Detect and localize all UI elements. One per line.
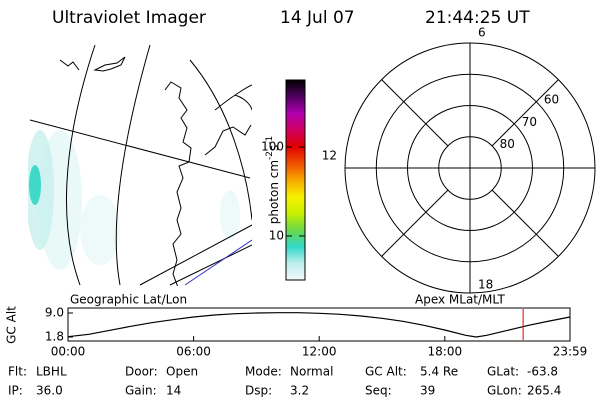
- field-value: 39: [420, 384, 435, 398]
- x-tick-label: 18:00: [428, 345, 463, 359]
- map-label: Geographic Lat/Lon: [70, 293, 187, 307]
- field-label: Seq:: [365, 384, 392, 398]
- field-label: Mode:: [245, 365, 282, 379]
- polar-label: Apex MLat/MLT: [415, 293, 505, 307]
- colorbar-tick-label: 100: [261, 139, 284, 153]
- field-label: Dsp:: [245, 384, 272, 398]
- colorbar-label: photon cm-2s-1: [265, 136, 281, 225]
- field-value: 3.2: [290, 384, 309, 398]
- y-tick-label: 1.8: [45, 330, 64, 344]
- field-value: -63.8: [527, 365, 558, 379]
- field-value: 265.4: [527, 384, 561, 398]
- label-sup: -2: [265, 151, 275, 160]
- title: Ultraviolet Imager: [52, 8, 206, 28]
- polar-ring-label: 70: [522, 115, 537, 129]
- label-sup: -1: [265, 136, 275, 145]
- x-tick-label: 23:59: [553, 345, 588, 359]
- polar-mlt-label: 12: [322, 149, 337, 163]
- x-tick-label: 12:00: [302, 345, 337, 359]
- field-label: GC Alt:: [365, 365, 407, 379]
- x-tick-label: 06:00: [176, 345, 211, 359]
- field-label: Flt:: [8, 365, 27, 379]
- altitude-line: [67, 312, 571, 338]
- colorbar: [285, 79, 306, 281]
- footer: Flt: LBHL Door: Open Mode: Normal GC Alt: 5.4 R…: [8, 365, 561, 398]
- polar-ring-label: 60: [544, 93, 559, 107]
- field-label: GLon:: [487, 384, 522, 398]
- field-label: GLat:: [487, 365, 519, 379]
- polar-mlt-label: 6: [478, 26, 486, 40]
- field-value: 5.4 Re: [420, 365, 458, 379]
- polar-ring-label: 80: [500, 137, 515, 151]
- y-tick-label: 9.0: [45, 306, 64, 320]
- polar-spoke: [381, 79, 449, 147]
- time: 21:44:25 UT: [425, 8, 530, 28]
- field-value: LBHL: [36, 365, 67, 379]
- field-label: Door:: [125, 365, 158, 379]
- field-value: Open: [166, 365, 198, 379]
- aurora: [28, 130, 240, 270]
- polar-spoke: [491, 79, 559, 147]
- label-part: s: [267, 145, 281, 151]
- polar-spoke: [491, 189, 559, 257]
- y-axis-label: GC Alt: [5, 306, 19, 344]
- field-label: IP:: [8, 384, 23, 398]
- field-value: 36.0: [36, 384, 63, 398]
- label-part: photon cm: [267, 160, 281, 224]
- date: 14 Jul 07: [280, 8, 355, 28]
- x-tick-label: 00:00: [51, 345, 86, 359]
- polar-spoke: [381, 189, 449, 257]
- colorbar-tick-label: 10: [269, 228, 284, 242]
- field-label: Gain:: [125, 384, 157, 398]
- polar-mlt-label: 18: [478, 278, 493, 292]
- map: [28, 44, 252, 286]
- field-value: 14: [166, 384, 181, 398]
- field-value: Normal: [290, 365, 333, 379]
